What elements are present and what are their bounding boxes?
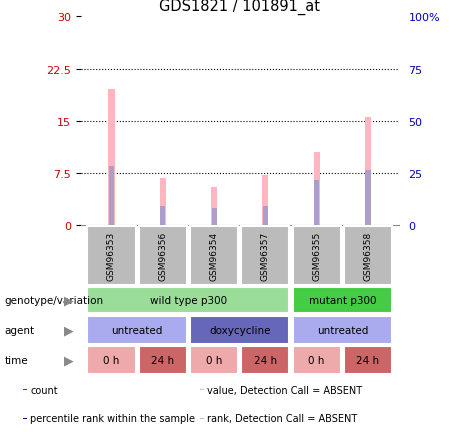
Bar <box>87 316 187 344</box>
Bar <box>190 227 238 285</box>
Bar <box>139 227 187 285</box>
Text: 0 h: 0 h <box>206 355 222 365</box>
Bar <box>293 288 392 313</box>
Bar <box>263 206 268 226</box>
Bar <box>211 187 217 226</box>
Text: wild type p300: wild type p300 <box>150 296 227 306</box>
Text: doxycycline: doxycycline <box>209 325 271 335</box>
Text: 24 h: 24 h <box>254 355 277 365</box>
Bar <box>87 346 136 374</box>
Bar <box>190 346 238 374</box>
Text: ▶: ▶ <box>64 323 74 336</box>
Text: untreated: untreated <box>112 325 163 335</box>
Text: count: count <box>30 385 58 395</box>
Bar <box>109 167 114 226</box>
Bar <box>313 153 320 226</box>
Text: GSM96358: GSM96358 <box>363 231 372 281</box>
Bar <box>241 227 290 285</box>
Text: ▶: ▶ <box>64 294 74 307</box>
Text: untreated: untreated <box>317 325 368 335</box>
Bar <box>262 176 268 226</box>
Text: percentile rank within the sample: percentile rank within the sample <box>30 413 195 423</box>
Bar <box>23 389 28 391</box>
Bar <box>160 206 165 226</box>
Bar <box>108 90 114 226</box>
Text: 24 h: 24 h <box>151 355 174 365</box>
Text: mutant p300: mutant p300 <box>308 296 376 306</box>
Bar <box>87 227 136 285</box>
Text: value, Detection Call = ABSENT: value, Detection Call = ABSENT <box>207 385 363 395</box>
Bar <box>314 181 319 226</box>
Bar <box>200 389 205 391</box>
Text: GSM96354: GSM96354 <box>210 232 219 280</box>
Bar <box>293 346 341 374</box>
Title: GDS1821 / 101891_at: GDS1821 / 101891_at <box>159 0 320 15</box>
Bar <box>293 227 341 285</box>
Bar <box>344 227 392 285</box>
Bar <box>366 170 371 226</box>
Text: 24 h: 24 h <box>356 355 379 365</box>
Text: GSM96355: GSM96355 <box>312 231 321 281</box>
Text: GSM96357: GSM96357 <box>261 231 270 281</box>
Text: rank, Detection Call = ABSENT: rank, Detection Call = ABSENT <box>207 413 358 423</box>
Text: 0 h: 0 h <box>308 355 325 365</box>
Text: genotype/variation: genotype/variation <box>5 296 104 306</box>
Bar <box>87 288 290 313</box>
Text: GSM96356: GSM96356 <box>158 231 167 281</box>
Text: GSM96353: GSM96353 <box>107 231 116 281</box>
Bar <box>212 208 217 226</box>
Bar <box>160 178 166 226</box>
Bar <box>139 346 187 374</box>
Bar <box>241 346 290 374</box>
Bar <box>344 346 392 374</box>
Bar <box>365 118 371 226</box>
Text: agent: agent <box>5 325 35 335</box>
Bar <box>190 316 290 344</box>
Text: ▶: ▶ <box>64 354 74 367</box>
Text: time: time <box>5 355 28 365</box>
Bar <box>293 316 392 344</box>
Text: 0 h: 0 h <box>103 355 120 365</box>
Bar <box>23 418 28 419</box>
Bar <box>200 418 205 419</box>
